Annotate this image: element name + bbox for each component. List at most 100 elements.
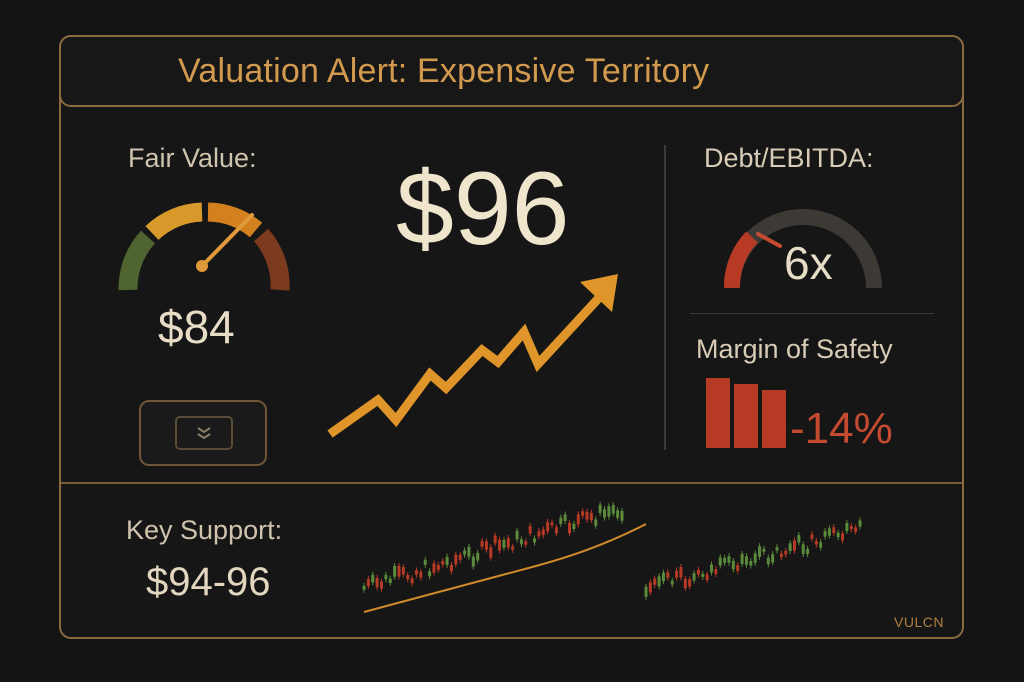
candle-body: [388, 578, 392, 584]
candlestick-chart-right: [644, 517, 862, 600]
current-price: $96: [396, 151, 570, 267]
candle-body: [648, 582, 652, 593]
candle-body: [362, 585, 366, 590]
candle-body: [718, 557, 722, 566]
candle-body: [406, 575, 410, 580]
candle-body: [758, 546, 762, 557]
candle-body: [550, 522, 554, 526]
candle-body: [419, 571, 423, 578]
candle-body: [441, 561, 445, 565]
candle-body: [502, 540, 506, 548]
candle-body: [810, 534, 814, 539]
candle-body: [384, 574, 388, 580]
debt-ebitda-gauge: [724, 209, 882, 289]
candle-body: [806, 548, 810, 554]
candle-body: [528, 526, 532, 534]
candle-body: [823, 531, 827, 537]
candle-body: [414, 570, 418, 575]
candle-body: [559, 517, 563, 524]
alert-header: [59, 35, 964, 107]
candle-body: [683, 578, 687, 589]
candle-body: [375, 577, 379, 588]
candle-body: [563, 514, 567, 522]
candle-body: [753, 553, 757, 563]
candle-body: [410, 578, 414, 584]
candle-body: [524, 541, 528, 545]
candle-body: [463, 550, 467, 555]
candle-body: [493, 535, 497, 544]
candle-body: [594, 519, 598, 526]
candle-body: [854, 527, 858, 532]
candle-body: [449, 564, 453, 572]
candle-body: [858, 520, 862, 527]
candle-body: [771, 554, 775, 563]
candle-body: [533, 538, 537, 543]
candle-body: [679, 566, 683, 578]
candle-body: [801, 544, 805, 554]
candle-body: [480, 540, 484, 547]
candle-body: [568, 522, 572, 534]
candle-body: [675, 570, 679, 578]
margin-of-safety-bars: [706, 378, 786, 448]
candle-body: [585, 511, 589, 520]
candle-body: [849, 525, 853, 530]
candle-body: [692, 573, 696, 581]
candle-body: [611, 505, 615, 514]
key-support-label: Key Support:: [126, 515, 283, 545]
candle-body: [653, 578, 657, 585]
candle-body: [498, 539, 502, 551]
candle-body: [723, 557, 727, 563]
candle-body: [589, 512, 593, 521]
candle-body: [366, 579, 370, 587]
candle-body: [519, 539, 523, 545]
candle-body: [576, 514, 580, 525]
right-panel-divider: [690, 313, 934, 314]
candle-body: [484, 541, 488, 550]
candle-body: [471, 556, 475, 567]
candle-body: [598, 504, 602, 513]
candle-body: [762, 548, 766, 552]
column-divider: [664, 145, 666, 450]
candle-body: [827, 528, 831, 536]
candle-body: [779, 553, 783, 558]
candle-body: [701, 573, 705, 577]
candle-body: [744, 556, 748, 565]
candle-body: [666, 572, 670, 578]
candle-body: [841, 533, 845, 541]
margin-of-safety-label: Margin of Safety: [696, 334, 893, 364]
candle-body: [845, 523, 849, 531]
candle-body: [371, 574, 375, 583]
candle-body: [506, 538, 510, 548]
debt-ebitda-label: Debt/EBITDA:: [704, 143, 874, 173]
brand-mark: VULCN: [894, 614, 944, 630]
candle-body: [467, 546, 471, 557]
candle-body: [784, 550, 788, 555]
candle-body: [749, 561, 753, 566]
candle-body: [541, 529, 545, 536]
alert-title: Valuation Alert: Expensive Territory: [178, 52, 710, 90]
candle-body: [670, 580, 674, 585]
candle-body: [688, 579, 692, 587]
key-support-value: $94-96: [146, 560, 271, 604]
candle-body: [515, 530, 519, 540]
candle-body: [581, 511, 585, 516]
collapse-button[interactable]: [139, 400, 267, 466]
candle-body: [788, 543, 792, 551]
candle-body: [736, 565, 740, 571]
fair-value-label: Fair Value:: [128, 143, 257, 173]
candle-body: [661, 572, 665, 582]
candle-body: [572, 523, 576, 529]
candle-body: [458, 554, 462, 560]
debt-ebitda-value: 6x: [784, 237, 833, 289]
candle-body: [603, 509, 607, 518]
candle-body: [489, 547, 493, 558]
candle-body: [445, 556, 449, 565]
candle-body: [620, 511, 624, 521]
candle-body: [814, 540, 818, 545]
candle-body: [379, 581, 383, 589]
candle-body: [393, 565, 397, 577]
candle-body: [554, 527, 558, 534]
candle-body: [705, 574, 709, 581]
candle-body: [766, 557, 770, 565]
candle-body: [731, 560, 735, 570]
